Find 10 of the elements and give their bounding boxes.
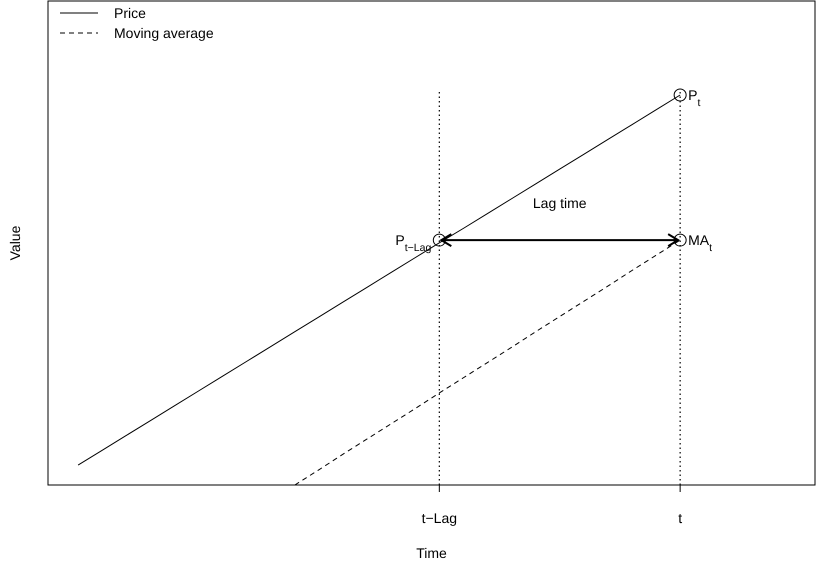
x-tick-label: t−Lag <box>422 510 458 526</box>
annotation: Lag time <box>532 195 587 212</box>
annotation: MA$_{t}$ <box>688 232 712 254</box>
legend-label: Price <box>114 5 146 21</box>
y-axis-title: Value <box>7 225 23 260</box>
legend-label: Moving average <box>114 25 214 41</box>
annotation: P$_{t−Lag}$ <box>395 232 432 254</box>
x-tick-label: t <box>678 510 682 526</box>
annotation: P$_{t}$ <box>688 87 700 109</box>
x-axis-title: Time <box>416 545 448 561</box>
